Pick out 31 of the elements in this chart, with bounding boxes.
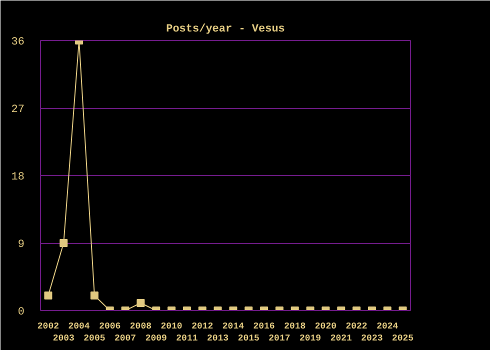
x-tick-label: 2014 <box>222 322 245 332</box>
x-tick-label: 2016 <box>253 322 275 332</box>
x-tick-label: 2018 <box>284 322 306 332</box>
x-tick-label: 2005 <box>84 334 106 344</box>
x-tick-label: 2004 <box>68 322 90 332</box>
x-tick-label: 2022 <box>346 322 368 332</box>
x-tick-label: 2020 <box>314 322 337 332</box>
x-tick-label: 2024 <box>376 322 399 332</box>
x-tick-label: 2007 <box>114 334 136 344</box>
point <box>60 239 68 247</box>
y-tick-label: 36 <box>11 36 24 48</box>
x-tick-label: 2012 <box>192 322 214 332</box>
x-tick-label: 2010 <box>160 322 182 332</box>
y-tick-label: 27 <box>11 104 24 116</box>
x-tick-label: 2023 <box>361 334 383 344</box>
x-tick-label: 2003 <box>52 334 74 344</box>
x-tick-label: 2025 <box>392 334 414 344</box>
y-tick-label: 18 <box>11 172 24 184</box>
x-tick-label: 2008 <box>130 322 152 332</box>
x-tick-label: 2011 <box>176 334 198 344</box>
x-tick-label: 2015 <box>238 334 260 344</box>
x-tick-label: 2002 <box>37 322 60 332</box>
x-tick-label: 2019 <box>299 334 322 344</box>
x-tick-label: 2021 <box>330 334 353 344</box>
x-tick-label: 2009 <box>145 334 167 344</box>
chart-title: Posts/year - Vesus <box>166 24 285 36</box>
x-tick-label: 2006 <box>99 322 121 332</box>
y-tick-label: 0 <box>18 306 25 318</box>
y-tick-label: 9 <box>18 239 25 251</box>
x-tick-label: 2017 <box>268 334 290 344</box>
x-tick-label: 2013 <box>206 334 229 344</box>
